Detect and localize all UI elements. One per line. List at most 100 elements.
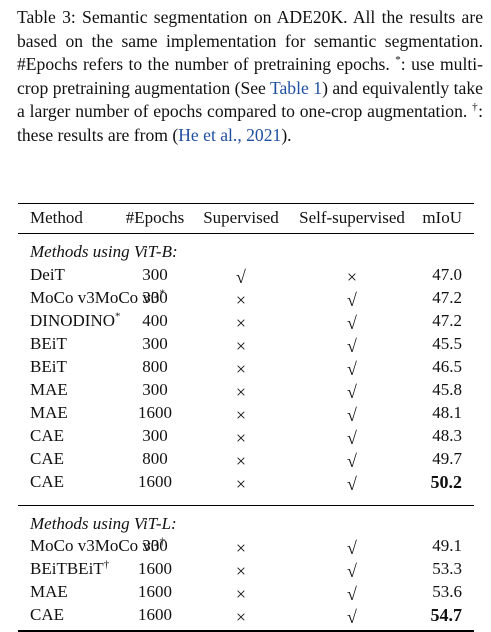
epochs: 1600 (138, 402, 172, 422)
supervised-flag: × (235, 358, 247, 379)
epochs: 300 (142, 333, 168, 353)
supervised-flag: × (235, 538, 247, 559)
self-supervised-flag: √ (347, 584, 357, 605)
miou: 54.7 (430, 605, 463, 626)
epochs: 300 (142, 264, 168, 284)
table-rule (18, 504, 474, 506)
footnote-mark: * (395, 54, 401, 67)
self-supervised-flag: √ (347, 312, 357, 333)
supervised-flag: × (235, 381, 247, 402)
method-label: DINO (72, 310, 116, 330)
epochs: 1600 (138, 471, 172, 491)
column-header: Method (30, 208, 83, 227)
method-name: BEiTBEiT† (30, 558, 110, 579)
self-supervised-flag: √ (347, 404, 357, 425)
caption: Table 3: Semantic segmentation on ADE20K… (17, 6, 483, 148)
caption-text: : use multi-crop pretraining augmentatio… (17, 54, 483, 98)
miou: 47.2 (432, 287, 462, 307)
footnote-mark: * (115, 310, 121, 323)
table-rule (18, 233, 474, 234)
table-rule (18, 203, 474, 205)
method-name: BEiT (30, 333, 67, 353)
caption-text: Semantic segmentation on ADE20K. All the… (17, 7, 483, 75)
self-supervised-flag: √ (347, 358, 357, 379)
table-link[interactable]: Table 1 (269, 77, 323, 98)
epochs: 300 (142, 425, 168, 445)
self-supervised-flag: √ (347, 450, 357, 471)
method-name: CAE (30, 471, 64, 491)
caption-text: ) and equivalently take a larger number … (17, 77, 483, 122)
miou: 47.0 (432, 264, 462, 284)
epochs: 1600 (138, 582, 172, 602)
supervised-flag: × (235, 289, 247, 310)
citation-link[interactable]: He et al., 2021 (178, 124, 282, 145)
supervised-flag: × (235, 607, 247, 628)
method-name: DINODINO* (30, 310, 121, 330)
supervised-flag: × (235, 335, 247, 356)
miou: 45.8 (432, 379, 462, 399)
caption-text: ). (281, 124, 292, 145)
self-supervised-flag: √ (347, 289, 357, 310)
method-name: MAE (30, 582, 68, 602)
miou: 48.3 (432, 425, 462, 445)
method-name: CAE (30, 448, 64, 468)
supervised-flag: × (235, 427, 247, 448)
caption-label: Table 3: (17, 7, 76, 27)
miou: 53.6 (432, 582, 462, 602)
epochs: 300 (142, 287, 168, 307)
footnote-mark: † (103, 558, 110, 571)
method-label: MoCo v3 (94, 287, 160, 307)
miou: 47.2 (432, 310, 462, 330)
footnote-mark: * (159, 287, 165, 300)
miou: 50.2 (430, 471, 463, 492)
epochs: 300 (142, 379, 168, 399)
self-supervised-flag: √ (347, 381, 357, 402)
column-header: Supervised (203, 208, 279, 227)
miou: 48.1 (432, 402, 462, 422)
supervised-flag: × (235, 584, 247, 605)
caption-text: : these results are from ( (17, 101, 483, 145)
self-supervised-flag: √ (347, 335, 357, 356)
table-rule (18, 630, 474, 632)
method-name: CAE (30, 425, 64, 445)
epochs: 800 (142, 448, 168, 468)
supervised-flag: × (235, 312, 247, 333)
self-supervised-flag: √ (347, 427, 357, 448)
column-header: #Epochs (125, 208, 185, 227)
epochs: 1600 (138, 559, 172, 579)
self-supervised-flag: × (346, 266, 358, 287)
epochs: 1600 (138, 605, 172, 625)
epochs: 800 (142, 356, 168, 376)
footnote-mark: † (472, 101, 479, 114)
method-label: MoCo v3 (94, 536, 160, 556)
group-title: Methods using ViT-B: (30, 242, 178, 261)
group-title: Methods using ViT-L: (30, 513, 177, 533)
miou: 46.5 (432, 356, 462, 376)
method-name: CAE (30, 605, 64, 625)
supervised-flag: × (235, 561, 247, 582)
miou: 49.1 (432, 536, 462, 556)
method-name: MoCo v3MoCo v3† (30, 535, 165, 556)
supervised-flag: × (235, 473, 247, 494)
miou: 53.3 (432, 559, 462, 579)
self-supervised-flag: √ (347, 473, 357, 494)
method-name: BEiT (30, 356, 67, 376)
footnote-mark: † (159, 535, 165, 548)
method-name: MoCo v3MoCo v3* (30, 287, 165, 307)
self-supervised-flag: √ (347, 607, 357, 628)
column-header: mIoU (422, 208, 462, 227)
method-name: MAE (30, 379, 68, 399)
epochs: 400 (142, 310, 168, 330)
miou: 49.7 (432, 448, 462, 468)
method-name: DeiT (30, 264, 65, 284)
supervised-flag: × (235, 450, 247, 471)
miou: 45.5 (432, 333, 462, 353)
supervised-flag: × (235, 404, 247, 425)
method-label: BEiT (66, 559, 104, 579)
supervised-flag: √ (236, 266, 246, 287)
method-name: MAE (30, 402, 68, 422)
epochs: 300 (142, 536, 168, 556)
self-supervised-flag: √ (347, 561, 357, 582)
